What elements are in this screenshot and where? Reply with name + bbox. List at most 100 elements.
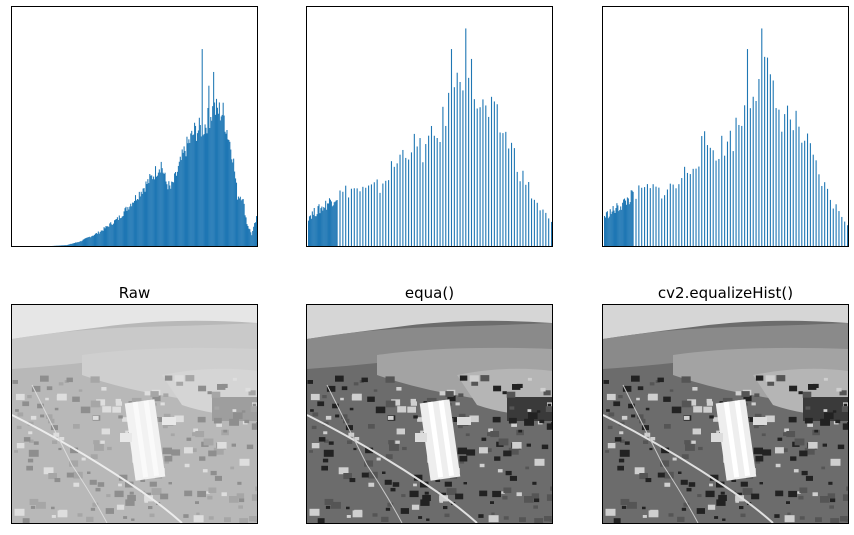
histogram-bar — [786, 105, 789, 246]
city-block — [12, 380, 18, 384]
city-block — [58, 447, 62, 451]
histogram-bar — [130, 203, 132, 246]
histogram-bar — [379, 192, 381, 246]
histogram-bar — [356, 188, 358, 246]
sky-haze — [12, 305, 257, 339]
highway — [307, 414, 478, 523]
city-block — [30, 415, 37, 420]
histogram-bar — [177, 165, 179, 246]
histogram-bar — [231, 159, 233, 246]
city-block — [804, 417, 813, 424]
histogram-bar — [784, 114, 786, 246]
city-block — [664, 482, 671, 487]
histogram-bar — [108, 226, 110, 246]
city-block — [217, 442, 227, 449]
histogram-bar — [712, 150, 714, 246]
city-block — [340, 397, 344, 401]
histogram-bar — [99, 231, 101, 246]
city-block — [118, 483, 122, 487]
city-block — [642, 515, 647, 518]
city-block — [353, 382, 359, 386]
sky-haze — [603, 305, 848, 339]
histogram-bar — [832, 208, 834, 246]
histogram-bar — [320, 208, 322, 246]
histogram-bar — [390, 161, 393, 246]
city-block — [487, 432, 493, 437]
histogram-bar — [180, 160, 182, 246]
city-block — [628, 403, 635, 409]
city-block — [373, 389, 378, 392]
histogram-bar — [193, 134, 195, 246]
city-block — [92, 415, 99, 420]
histogram-bar — [224, 131, 226, 246]
histogram-bar — [752, 96, 754, 246]
city-block — [497, 469, 503, 473]
city-block — [72, 396, 80, 402]
histogram-bar — [755, 101, 757, 246]
histogram-bar — [236, 199, 238, 246]
city-block — [125, 430, 131, 435]
city-block — [743, 395, 752, 402]
city-block — [241, 410, 246, 413]
city-block — [115, 401, 122, 406]
histogram-bar — [153, 176, 155, 246]
histogram-bar — [202, 135, 204, 246]
city-block — [716, 481, 725, 488]
histogram-bar — [620, 206, 622, 246]
city-block — [96, 399, 106, 406]
histogram-bar — [385, 180, 387, 246]
histogram-bar — [342, 191, 344, 246]
city-block — [254, 519, 257, 522]
histogram-bar — [476, 108, 478, 246]
histogram-bar — [150, 175, 152, 246]
city-block — [445, 391, 454, 397]
hangar — [457, 417, 471, 425]
city-block — [216, 422, 222, 427]
city-block — [664, 471, 674, 479]
histogram-bar — [761, 28, 763, 246]
histogram-bar — [801, 142, 803, 246]
city-block — [361, 377, 368, 383]
city-block — [697, 494, 702, 498]
city-block — [540, 387, 546, 392]
histogram-bar — [393, 166, 395, 246]
highway — [603, 414, 774, 523]
histogram-bar — [91, 236, 93, 246]
histogram-bar — [408, 159, 410, 246]
city-block — [731, 478, 737, 482]
city-block — [208, 450, 217, 457]
city-block — [490, 501, 494, 504]
histogram-bar — [73, 243, 76, 246]
city-block — [678, 471, 682, 474]
city-block — [509, 406, 515, 410]
city-block — [318, 437, 326, 442]
city-block — [246, 444, 254, 450]
city-block — [402, 446, 407, 451]
city-block — [92, 502, 99, 507]
histogram-bar — [244, 215, 246, 246]
histogram-bar — [373, 182, 375, 246]
city-block — [346, 506, 350, 510]
city-block — [107, 446, 112, 451]
city-block — [46, 414, 53, 419]
histogram-bar — [499, 132, 501, 246]
city-block — [229, 496, 239, 503]
city-block — [619, 449, 630, 457]
histogram-bar — [613, 210, 615, 246]
runway-left — [723, 401, 740, 478]
histogram-bar — [325, 200, 327, 246]
histogram-bar — [84, 238, 86, 246]
histogram-bar — [666, 189, 668, 246]
city-block — [774, 514, 780, 518]
histogram-bar — [248, 228, 250, 246]
city-block — [458, 413, 466, 419]
city-block — [524, 418, 534, 426]
city-block — [847, 422, 848, 425]
city-block — [30, 505, 36, 509]
far-shore — [12, 323, 257, 369]
hangar — [753, 417, 767, 425]
city-block — [668, 513, 674, 517]
histogram-bar — [73, 243, 75, 246]
city-block — [198, 385, 207, 392]
city-block — [663, 396, 671, 402]
